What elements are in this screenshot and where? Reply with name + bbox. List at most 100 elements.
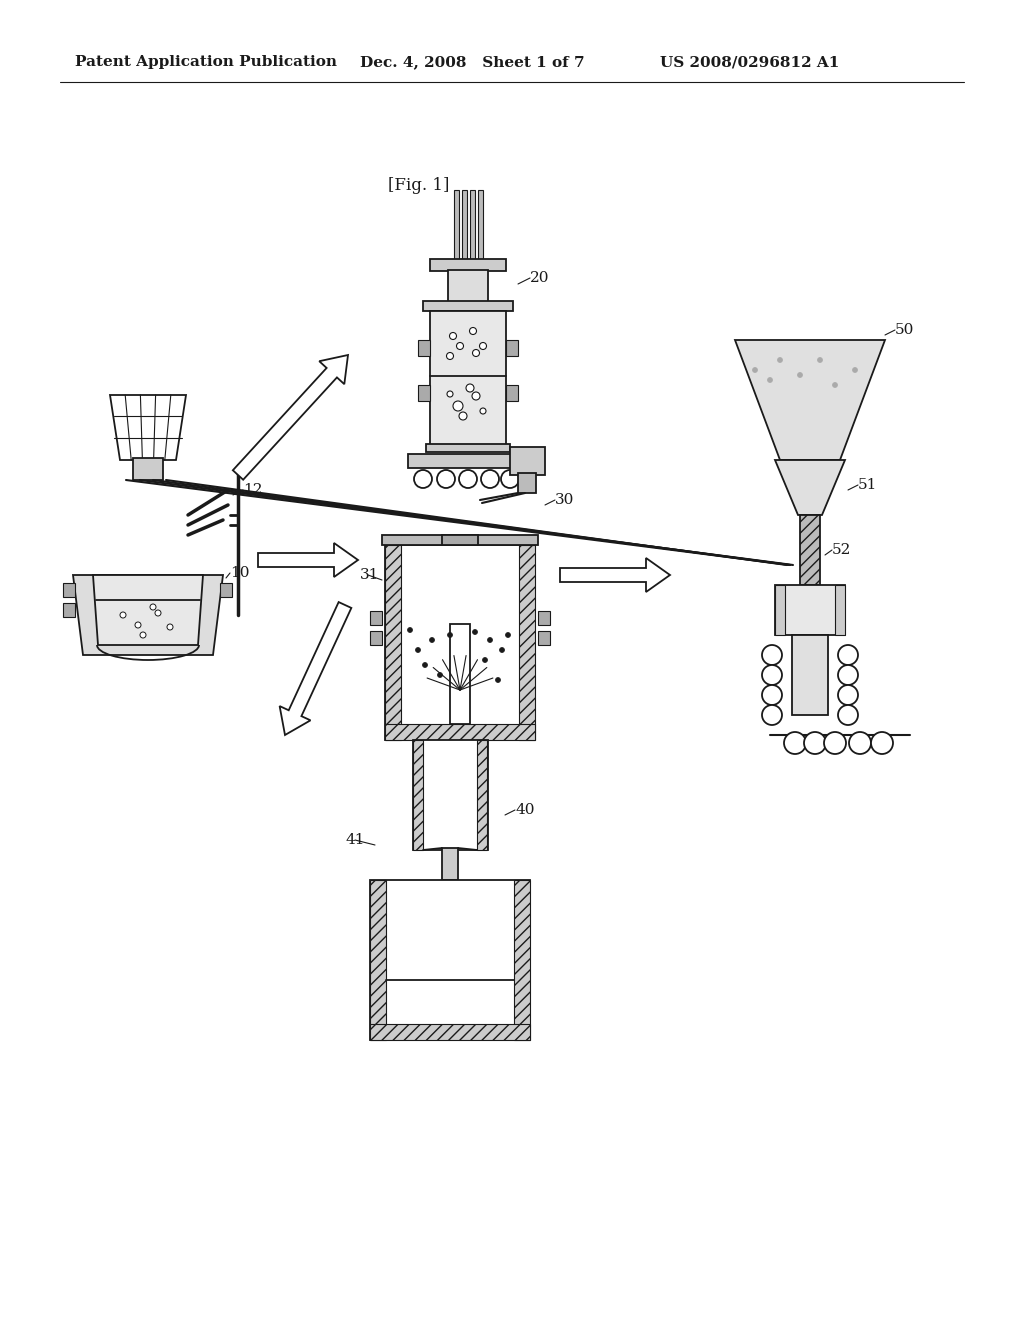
Bar: [519, 545, 535, 741]
Bar: [506, 385, 518, 401]
Bar: [370, 631, 382, 645]
Bar: [418, 341, 430, 356]
Bar: [370, 880, 386, 1040]
Bar: [835, 585, 845, 635]
Circle shape: [804, 733, 826, 754]
Circle shape: [838, 705, 858, 725]
Bar: [538, 611, 550, 624]
Bar: [408, 454, 528, 469]
Text: 50: 50: [895, 323, 914, 337]
Bar: [385, 723, 535, 741]
Polygon shape: [778, 463, 842, 512]
Circle shape: [446, 352, 454, 359]
Circle shape: [416, 648, 421, 652]
Text: Patent Application Publication: Patent Application Publication: [75, 55, 337, 69]
Bar: [385, 545, 401, 741]
Bar: [370, 880, 530, 1040]
Circle shape: [155, 610, 161, 616]
Polygon shape: [739, 345, 881, 455]
Text: 40: 40: [515, 803, 535, 817]
Bar: [63, 583, 75, 597]
Bar: [63, 603, 75, 616]
Polygon shape: [96, 601, 200, 645]
Bar: [423, 741, 478, 850]
Bar: [775, 585, 785, 635]
Text: US 2008/0296812 A1: US 2008/0296812 A1: [660, 55, 840, 69]
Bar: [220, 583, 232, 597]
Polygon shape: [232, 355, 348, 479]
Bar: [413, 741, 488, 850]
Bar: [426, 444, 510, 451]
Text: 51: 51: [858, 478, 878, 492]
Circle shape: [849, 733, 871, 754]
Bar: [477, 741, 487, 850]
Bar: [133, 458, 163, 480]
Circle shape: [167, 624, 173, 630]
Bar: [370, 1024, 530, 1040]
Circle shape: [817, 358, 822, 363]
Text: 52: 52: [831, 543, 851, 557]
Circle shape: [459, 412, 467, 420]
Bar: [514, 880, 530, 1040]
Bar: [430, 312, 506, 446]
Circle shape: [762, 645, 782, 665]
Bar: [413, 741, 423, 850]
Circle shape: [135, 622, 141, 628]
Circle shape: [853, 367, 857, 372]
Circle shape: [437, 672, 442, 677]
Circle shape: [838, 665, 858, 685]
Circle shape: [423, 663, 427, 668]
Bar: [442, 847, 458, 880]
Circle shape: [506, 632, 511, 638]
Polygon shape: [110, 395, 186, 459]
Bar: [800, 515, 820, 585]
Bar: [382, 535, 538, 545]
Bar: [452, 626, 468, 722]
Circle shape: [437, 470, 455, 488]
Circle shape: [472, 350, 479, 356]
Circle shape: [466, 384, 474, 392]
Text: 30: 30: [555, 492, 574, 507]
Circle shape: [762, 705, 782, 725]
Circle shape: [762, 685, 782, 705]
Circle shape: [777, 358, 782, 363]
Text: 31: 31: [360, 568, 379, 582]
Polygon shape: [560, 558, 670, 591]
Bar: [430, 259, 506, 271]
Circle shape: [487, 638, 493, 643]
Text: 41: 41: [345, 833, 365, 847]
Circle shape: [472, 630, 477, 635]
Circle shape: [833, 383, 838, 388]
Circle shape: [824, 733, 846, 754]
Circle shape: [447, 391, 453, 397]
Bar: [775, 585, 845, 635]
Bar: [418, 385, 430, 401]
Polygon shape: [775, 459, 845, 515]
Bar: [510, 447, 545, 475]
Text: [Fig. 1]: [Fig. 1]: [388, 177, 450, 194]
Circle shape: [120, 612, 126, 618]
Polygon shape: [735, 341, 885, 459]
Bar: [506, 341, 518, 356]
Bar: [423, 301, 513, 312]
Bar: [449, 271, 488, 304]
Polygon shape: [73, 576, 223, 655]
Text: 12: 12: [243, 483, 262, 498]
Circle shape: [784, 733, 806, 754]
Circle shape: [496, 677, 501, 682]
Polygon shape: [280, 602, 351, 735]
Bar: [538, 631, 550, 645]
Circle shape: [838, 645, 858, 665]
Bar: [401, 545, 519, 723]
Circle shape: [482, 657, 487, 663]
Circle shape: [469, 327, 476, 334]
Circle shape: [500, 648, 505, 652]
Bar: [518, 473, 536, 492]
Circle shape: [480, 408, 486, 414]
Bar: [477, 190, 482, 265]
Bar: [454, 190, 459, 265]
Circle shape: [429, 638, 434, 643]
Circle shape: [447, 632, 453, 638]
Circle shape: [762, 665, 782, 685]
Circle shape: [838, 685, 858, 705]
